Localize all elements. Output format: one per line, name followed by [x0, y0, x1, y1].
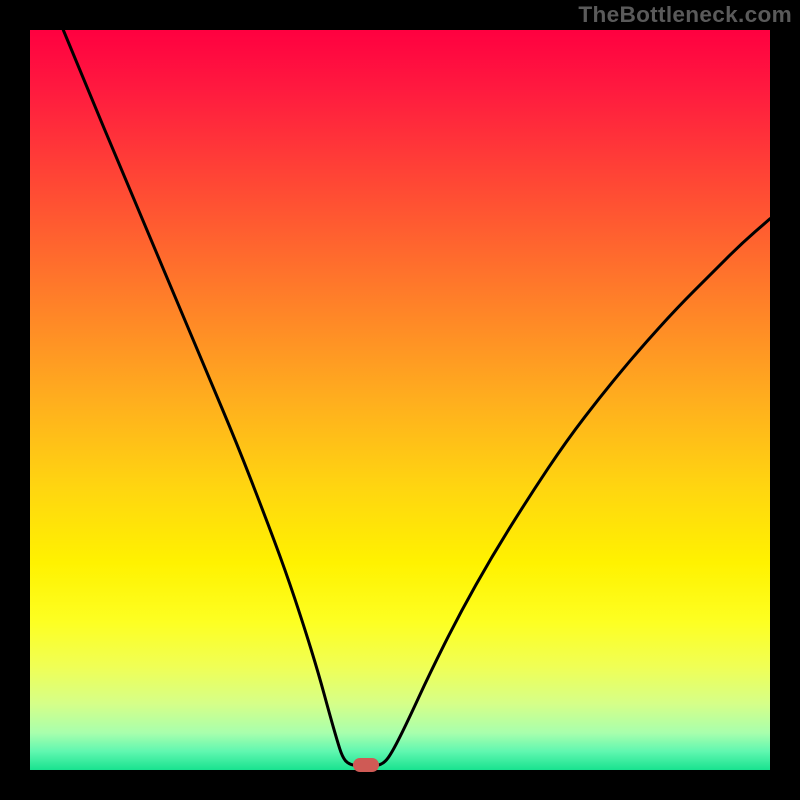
plot-area — [30, 30, 770, 770]
optimal-point-marker — [353, 758, 379, 772]
bottleneck-curve-path — [63, 30, 770, 766]
bottleneck-curve — [30, 30, 770, 770]
watermark-text: TheBottleneck.com — [578, 2, 792, 28]
figure-canvas: TheBottleneck.com — [0, 0, 800, 800]
